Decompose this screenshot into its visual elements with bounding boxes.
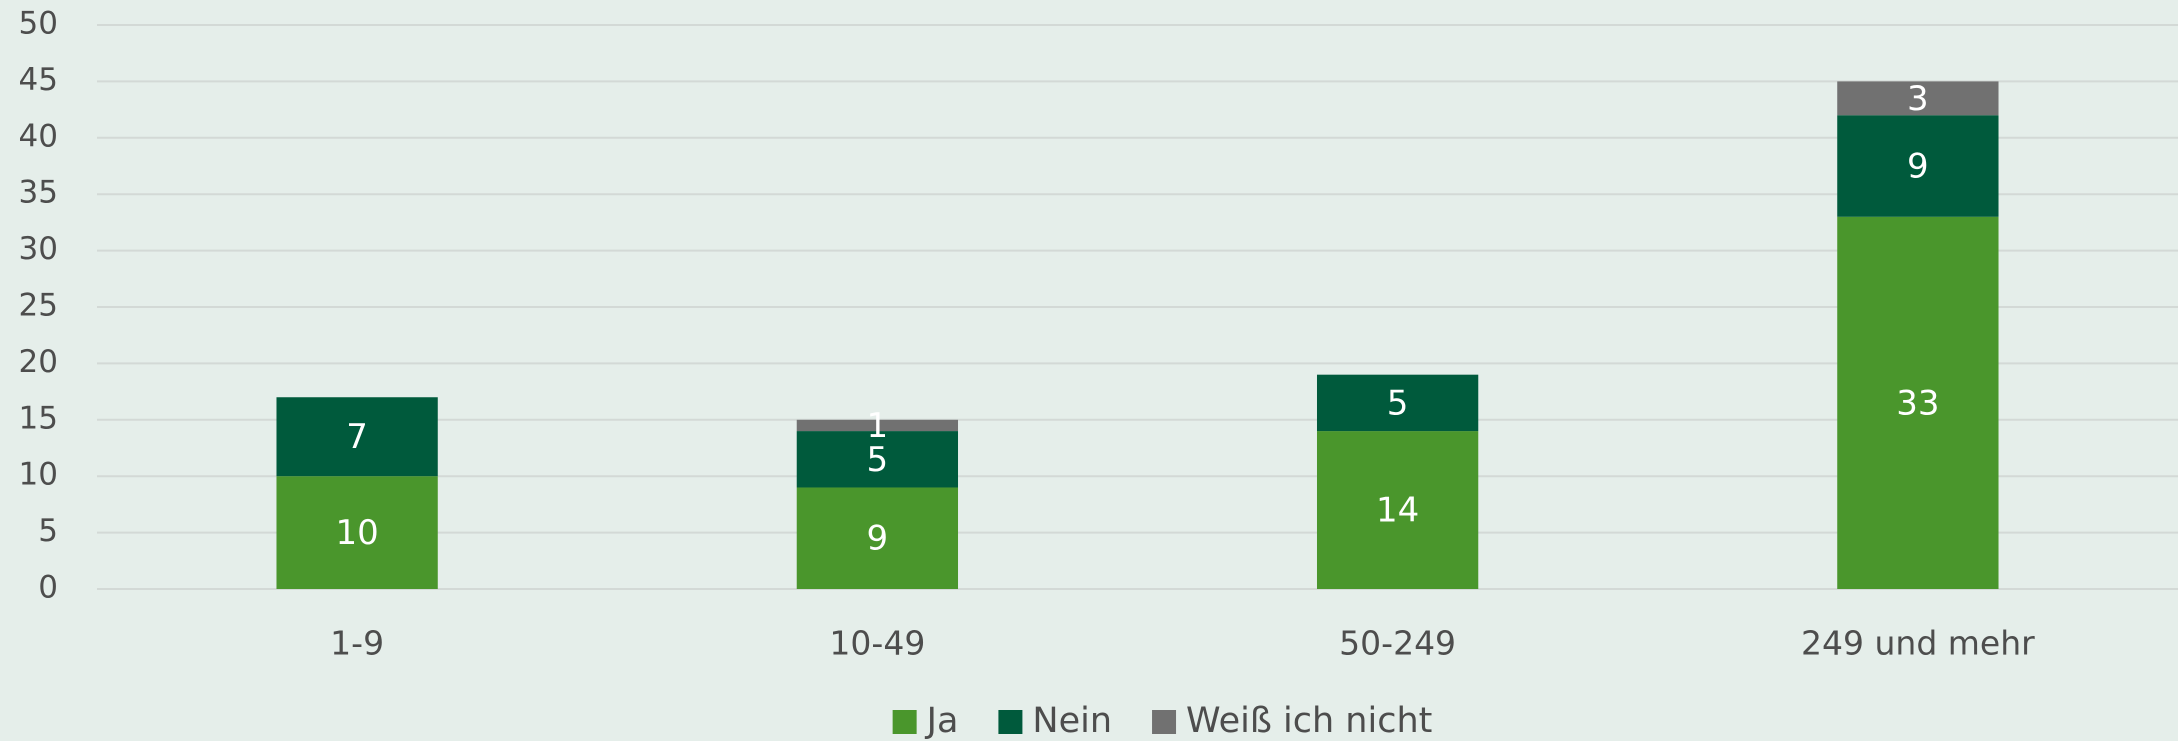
- y-tick-label: 5: [38, 513, 58, 549]
- bar-segment: [796, 419, 959, 432]
- data-label: 3: [1907, 79, 1929, 119]
- x-tick-label: 249 und mehr: [1801, 624, 2035, 663]
- legend-item: Weiß ich nicht: [1152, 701, 1432, 741]
- bar-segment: [1837, 216, 1999, 589]
- y-tick-label: 25: [19, 288, 58, 324]
- bar-segment: [1316, 431, 1479, 589]
- y-tick-label: 0: [38, 570, 58, 606]
- legend-label: Nein: [1032, 701, 1112, 741]
- y-tick-label: 35: [19, 175, 58, 211]
- data-label: 1: [867, 406, 889, 446]
- x-tick-label: 50-249: [1339, 624, 1456, 663]
- legend-swatch: [892, 710, 917, 734]
- bar-segment: [796, 431, 959, 488]
- legend-swatch: [1152, 710, 1177, 734]
- data-label: 14: [1376, 491, 1419, 531]
- y-tick-label: 50: [19, 6, 58, 42]
- data-label: 33: [1896, 383, 1939, 423]
- x-tick-label: 1-9: [330, 624, 384, 663]
- data-label: 9: [1907, 147, 1929, 187]
- y-tick-label: 45: [19, 62, 58, 98]
- y-tick-label: 15: [19, 400, 58, 436]
- bar-segment: [276, 476, 438, 589]
- data-label: 7: [346, 417, 368, 457]
- bar-segment: [796, 487, 959, 589]
- bar-segment: [1316, 374, 1479, 432]
- legend-label: Weiß ich nicht: [1186, 701, 1432, 741]
- y-tick-label: 10: [19, 457, 58, 493]
- y-tick-label: 30: [19, 231, 58, 267]
- legend-swatch: [998, 710, 1023, 734]
- data-label: 5: [867, 440, 889, 480]
- legend-item: Nein: [998, 701, 1112, 741]
- legend-label: Ja: [925, 701, 959, 741]
- data-label: 10: [335, 513, 378, 553]
- x-tick-label: 10-49: [829, 624, 925, 663]
- legend-item: Ja: [892, 701, 959, 741]
- bar-segment: [1837, 81, 1999, 116]
- data-label: 9: [867, 519, 889, 559]
- data-label: 5: [1387, 383, 1409, 423]
- bar-segment: [276, 397, 438, 477]
- y-tick-label: 40: [19, 118, 58, 154]
- bar-segment: [1837, 115, 1999, 217]
- y-tick-label: 20: [19, 344, 58, 380]
